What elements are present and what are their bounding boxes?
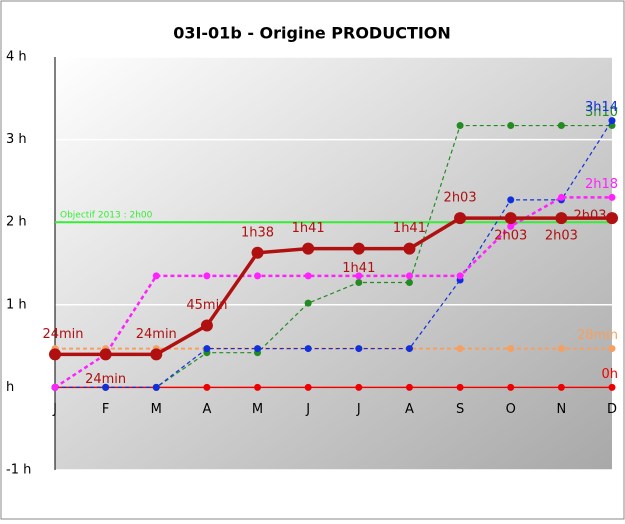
x-tick-label: A [202, 402, 211, 417]
point [456, 383, 464, 391]
point [405, 345, 413, 353]
data-label: 1h41 [342, 261, 375, 276]
point [456, 345, 464, 353]
end-label: 0h [601, 367, 618, 382]
point [405, 272, 413, 280]
point [557, 122, 565, 130]
point [304, 383, 312, 391]
point [203, 383, 211, 391]
point [504, 212, 517, 225]
x-tick-label: J [52, 402, 57, 417]
y-tick-label: 2 h [6, 215, 27, 230]
point [507, 122, 515, 130]
data-label: 1h38 [241, 225, 274, 240]
x-tick-label: F [102, 402, 109, 417]
x-tick-label: J [356, 402, 361, 417]
point [99, 348, 112, 361]
y-tick-label: h [6, 380, 14, 395]
point [49, 348, 61, 361]
point [200, 319, 213, 332]
point [507, 383, 515, 391]
y-tick-label: -1 h [6, 463, 31, 478]
point [608, 193, 616, 201]
x-tick-label: N [556, 402, 566, 417]
point [355, 272, 363, 280]
point [102, 383, 110, 391]
end-label: 28min [577, 328, 618, 343]
point [355, 345, 363, 353]
y-tick-label: 1 h [6, 297, 27, 312]
point [405, 278, 413, 286]
point [51, 383, 59, 391]
point [355, 383, 363, 391]
x-tick-label: M [151, 402, 162, 417]
point [606, 212, 618, 225]
point [152, 272, 160, 280]
data-label: 24min [42, 327, 83, 342]
x-tick-label: J [305, 402, 310, 417]
y-tick-label: 4 h [6, 50, 27, 65]
point [254, 345, 262, 353]
point [608, 383, 616, 391]
point [150, 348, 163, 361]
data-label: 2h03 [444, 191, 477, 206]
series-line [55, 216, 612, 357]
point [302, 242, 315, 255]
point [557, 193, 565, 201]
point [203, 272, 211, 280]
chart-title: 03I-01b - Origine PRODUCTION [173, 24, 451, 43]
objective-label: Objectif 2013 : 2h00 [60, 211, 153, 221]
point [254, 383, 262, 391]
point [456, 122, 464, 130]
y-tick-label: 3 h [6, 132, 27, 147]
end-label: 2h18 [585, 177, 618, 192]
series-line [55, 120, 613, 388]
point [454, 212, 467, 225]
series-line [54, 196, 612, 389]
data-label: 24min [85, 372, 126, 387]
point [304, 345, 312, 353]
point [557, 383, 565, 391]
point [251, 246, 264, 259]
point [403, 242, 416, 255]
plot-area [55, 57, 612, 470]
end-label: 3h14 [585, 100, 618, 115]
point [555, 212, 568, 225]
point [405, 383, 413, 391]
x-tick-label: A [405, 402, 414, 417]
data-label: 2h03 [545, 229, 578, 244]
point [608, 345, 616, 353]
point [152, 383, 160, 391]
point [456, 272, 464, 280]
x-tick-label: M [252, 402, 263, 417]
point [304, 299, 312, 307]
point [203, 345, 211, 353]
point [254, 272, 262, 280]
data-label: 45min [186, 298, 227, 313]
point [608, 117, 616, 125]
data-label: 1h41 [292, 221, 325, 236]
point [304, 272, 312, 280]
data-label: 24min [136, 327, 177, 342]
x-tick-label: S [456, 402, 464, 417]
x-tick-label: D [607, 402, 617, 417]
point [355, 278, 363, 286]
point [352, 242, 365, 255]
data-label: 1h41 [393, 221, 426, 236]
data-label: 2h03 [494, 229, 527, 244]
x-tick-label: O [506, 402, 516, 417]
point [507, 196, 515, 204]
point [507, 345, 515, 353]
point [507, 222, 515, 230]
point [557, 345, 565, 353]
end-label: 3h10 [585, 105, 618, 120]
data-label: 2h03 [573, 209, 606, 224]
